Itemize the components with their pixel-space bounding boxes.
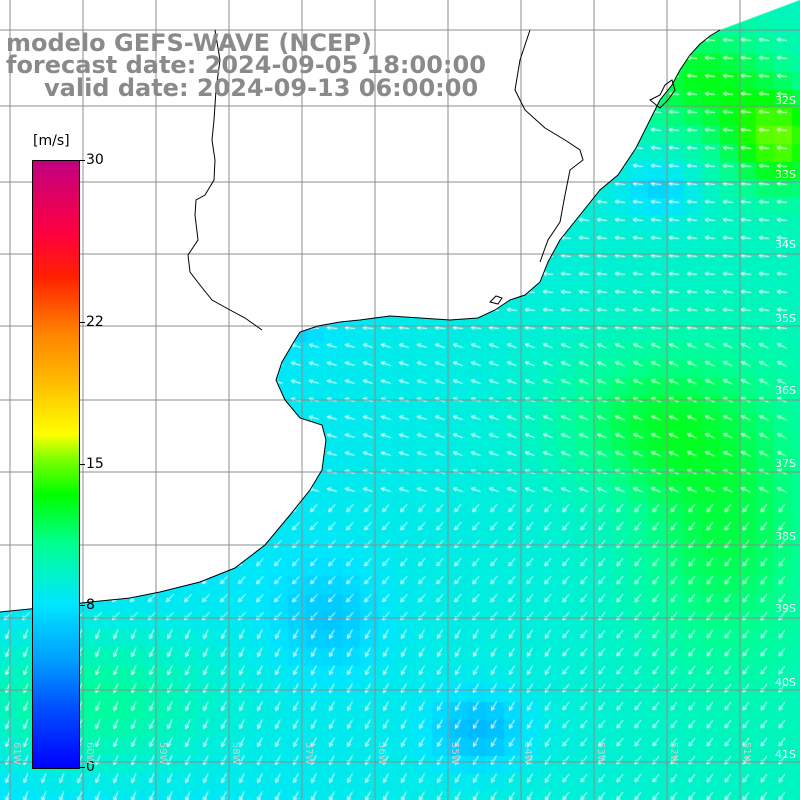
rio-de-la-plata-shore [489,295,503,305]
colorbar-unit: [m/s] [33,133,70,149]
colorbar-tick-mark [79,767,85,768]
colorbar-tick-mark [79,160,85,161]
lon-label: 55W [449,742,460,765]
lat-label: 39S [775,602,796,615]
border-uruguay [514,29,584,263]
lon-label: 53W [595,742,606,765]
model-title: modelo GEFS-WAVE (NCEP) [6,29,372,57]
lat-label: 35S [775,312,796,325]
colorbar-tick-label: 0 [86,759,95,775]
lat-label: 38S [775,530,796,543]
colorbar-tick-mark [79,463,85,465]
lon-label: 56W [376,742,387,765]
valid-date: valid date: 2024-09-13 06:00:00 [44,74,479,102]
coastline [0,29,721,613]
laguna-merim [649,79,676,109]
lon-label: 60W [84,742,95,765]
lat-label: 36S [775,384,796,397]
lon-label: 57W [303,742,314,765]
lat-label: 41S [775,748,796,761]
lon-label: 58W [230,742,241,765]
colorbar-tick-label: 8 [86,597,95,614]
lat-label: 37S [775,457,796,470]
lon-label: 51W [741,742,752,765]
lat-label: 32S [775,94,796,107]
colorbar [32,160,80,769]
border-rio-uruguay [187,29,263,331]
colorbar-tick-mark [79,605,85,607]
colorbar-tick-label: 15 [86,455,104,472]
lat-label: 34S [775,238,796,251]
lon-label: 59W [157,742,168,765]
lon-label: 61W [11,742,22,765]
lat-label: 33S [775,168,796,181]
lat-label: 40S [775,676,796,689]
lon-label: 52W [668,742,679,765]
colorbar-tick-label: 22 [86,313,104,330]
colorbar-tick-mark [79,321,85,323]
colorbar-tick-label: 30 [86,152,104,168]
lon-label: 54W [522,742,533,765]
forecast-date: forecast date: 2024-09-05 18:00:00 [6,51,486,79]
